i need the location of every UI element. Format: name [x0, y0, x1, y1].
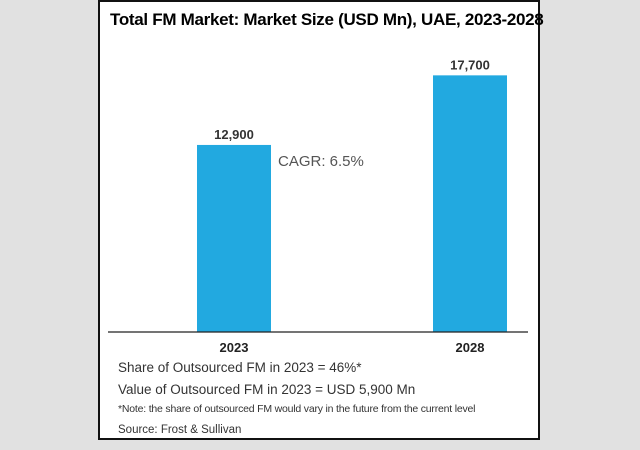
- bar-chart: 12,900 2023 17,700 2028 CAGR: 6.5%: [108, 57, 528, 355]
- cagr-annotation: CAGR: 6.5%: [278, 153, 364, 170]
- outsourced-value-note: Value of Outsourced FM in 2023 = USD 5,9…: [118, 382, 416, 397]
- bar-2023: [197, 144, 271, 332]
- footnote: *Note: the share of outsourced FM would …: [118, 403, 476, 415]
- data-label-2028: 17,700: [450, 57, 490, 72]
- bar-2028: [433, 75, 507, 332]
- data-label-2023: 12,900: [214, 127, 254, 142]
- chart-frame: Total FM Market: Market Size (USD Mn), U…: [98, 0, 544, 440]
- source-note: Source: Frost & Sullivan: [118, 424, 242, 436]
- chart-title: Total FM Market: Market Size (USD Mn), U…: [110, 10, 544, 29]
- x-tick-2023: 2023: [220, 340, 249, 355]
- x-tick-2028: 2028: [456, 340, 485, 355]
- outsourced-share-note: Share of Outsourced FM in 2023 = 46%*: [118, 360, 362, 375]
